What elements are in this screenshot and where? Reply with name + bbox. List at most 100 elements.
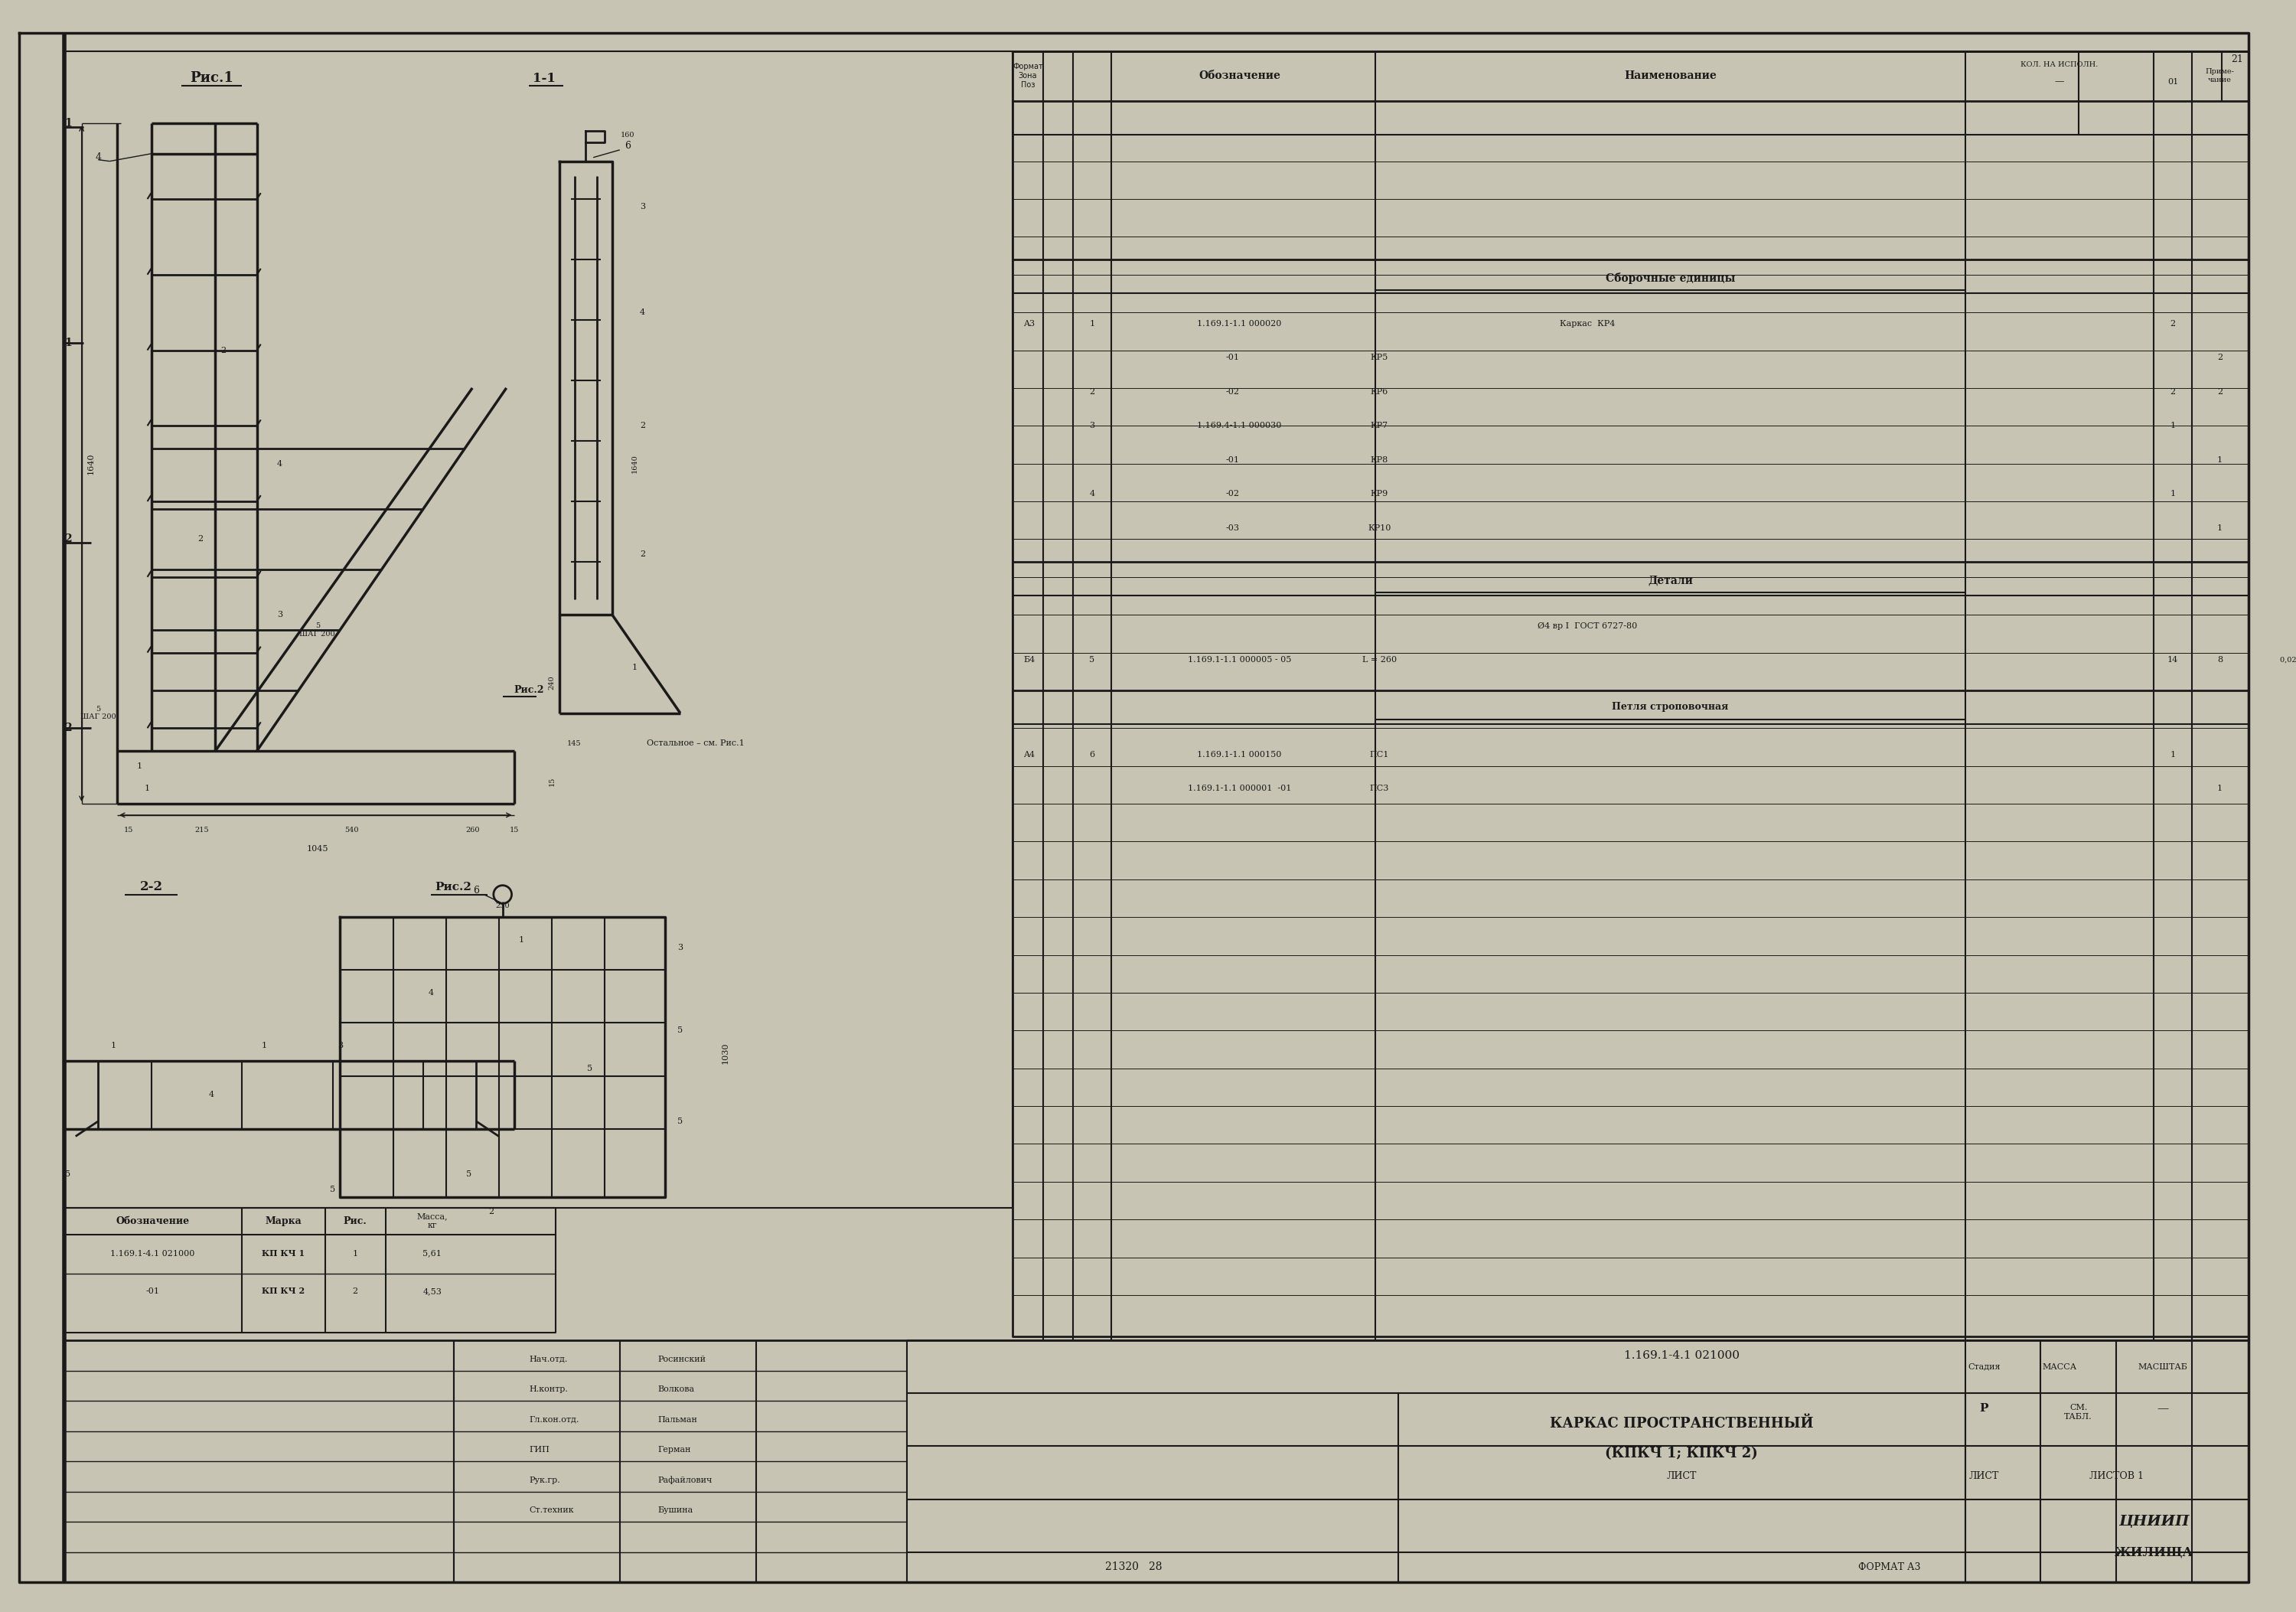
Text: Остальное – см. Рис.1: Остальное – см. Рис.1	[647, 740, 744, 746]
Text: Рук.гр.: Рук.гр.	[528, 1477, 560, 1485]
Text: КП КЧ 1: КП КЧ 1	[262, 1249, 305, 1257]
Text: 1: 1	[2218, 785, 2223, 793]
Text: 2: 2	[220, 347, 225, 355]
Text: 2: 2	[489, 1207, 494, 1215]
Text: 2: 2	[197, 535, 202, 543]
Text: 4: 4	[641, 308, 645, 316]
Text: Герман: Герман	[657, 1446, 691, 1454]
Text: 5: 5	[331, 1185, 335, 1193]
Text: Ст.техник: Ст.техник	[528, 1507, 574, 1514]
Text: 5: 5	[1088, 656, 1095, 664]
Text: 1030: 1030	[721, 1043, 730, 1064]
Text: A4: A4	[1024, 751, 1035, 758]
Text: 1: 1	[2170, 422, 2177, 430]
Text: 1045: 1045	[308, 845, 328, 853]
Text: 5: 5	[677, 1117, 682, 1125]
Text: Обозначение: Обозначение	[115, 1215, 191, 1227]
Text: -01: -01	[1226, 456, 1240, 464]
Text: -01: -01	[1226, 355, 1240, 361]
Text: —: —	[2158, 1402, 2170, 1414]
Text: 8: 8	[2218, 656, 2223, 664]
Text: 4: 4	[1088, 490, 1095, 498]
Text: 1640: 1640	[631, 455, 638, 472]
Text: Ø4 вр I  ГОСТ 6727-80: Ø4 вр I ГОСТ 6727-80	[1538, 622, 1637, 630]
Text: ГИП: ГИП	[528, 1446, 549, 1454]
Text: КОЛ. НА ИСПОЛН.: КОЛ. НА ИСПОЛН.	[2020, 61, 2099, 68]
Text: 1: 1	[354, 1249, 358, 1257]
Text: 5: 5	[64, 1170, 71, 1178]
Text: 6: 6	[473, 885, 480, 896]
Text: 3: 3	[641, 203, 645, 211]
Text: 1.169.1-1.1 000001  -01: 1.169.1-1.1 000001 -01	[1187, 785, 1290, 793]
Text: 1.169.1-4.1 021000: 1.169.1-4.1 021000	[1623, 1351, 1740, 1361]
Text: Рис.: Рис.	[344, 1215, 367, 1227]
Text: 160: 160	[620, 131, 634, 139]
Text: 540: 540	[344, 827, 358, 833]
Text: 2-2: 2-2	[140, 880, 163, 893]
Text: 4: 4	[278, 459, 282, 467]
Text: 2: 2	[2170, 319, 2177, 327]
Text: Рис.2: Рис.2	[514, 685, 544, 695]
Text: Б4: Б4	[1024, 656, 1035, 664]
Text: 15: 15	[510, 827, 519, 833]
Text: Рафайлович: Рафайлович	[657, 1477, 712, 1485]
Text: 4: 4	[209, 1091, 214, 1098]
Text: A3: A3	[1024, 319, 1035, 327]
Text: Бушина: Бушина	[657, 1507, 693, 1514]
Text: 1-1: 1-1	[533, 71, 556, 84]
Text: 1: 1	[262, 1041, 266, 1049]
Text: 21: 21	[2232, 55, 2243, 64]
Text: 5,61: 5,61	[422, 1249, 441, 1257]
Text: Петля строповочная: Петля строповочная	[1612, 701, 1729, 713]
Text: ЛИСТОВ 1: ЛИСТОВ 1	[2089, 1472, 2144, 1481]
Text: 5: 5	[466, 1170, 471, 1178]
Text: Детали: Детали	[1649, 575, 1692, 587]
Text: L = 260: L = 260	[1362, 656, 1396, 664]
Text: —: —	[2055, 77, 2064, 87]
Text: 2: 2	[64, 534, 71, 545]
Text: ПС1: ПС1	[1371, 751, 1389, 758]
Text: Стадия: Стадия	[1968, 1364, 2000, 1370]
Text: Сборочные единицы: Сборочные единицы	[1605, 272, 1736, 284]
Text: 1: 1	[2170, 490, 2177, 498]
Text: Рис.2: Рис.2	[436, 882, 471, 891]
Text: 230: 230	[496, 903, 510, 909]
Text: Формат
Зона
Поз: Формат Зона Поз	[1013, 63, 1042, 89]
Text: 4: 4	[427, 988, 434, 996]
Text: 1: 1	[2218, 456, 2223, 464]
Text: 1: 1	[145, 785, 149, 793]
Text: 1.169.1-1.1 000020: 1.169.1-1.1 000020	[1196, 319, 1281, 327]
Text: ЛИСТ: ЛИСТ	[1667, 1472, 1697, 1481]
Text: 3: 3	[278, 611, 282, 619]
Text: Гл.кон.отд.: Гл.кон.отд.	[528, 1415, 579, 1423]
Text: 2: 2	[2218, 388, 2223, 395]
Text: КР5: КР5	[1371, 355, 1389, 361]
Text: 6: 6	[625, 142, 631, 152]
Text: Каркас  КР4: Каркас КР4	[1559, 319, 1614, 327]
Text: 21320   28: 21320 28	[1104, 1562, 1162, 1573]
Text: 3: 3	[338, 1041, 342, 1049]
Text: 1.169.1-4.1 021000: 1.169.1-4.1 021000	[110, 1249, 195, 1257]
Text: КР9: КР9	[1371, 490, 1389, 498]
Text: Наименование: Наименование	[1623, 71, 1717, 81]
Text: Масса,
кг: Масса, кг	[418, 1212, 448, 1230]
Text: 1.169.1-1.1 000005 - 05: 1.169.1-1.1 000005 - 05	[1187, 656, 1290, 664]
Text: 3: 3	[1088, 422, 1095, 430]
Text: 1: 1	[631, 664, 638, 672]
Text: 1: 1	[64, 337, 71, 348]
Text: 1640: 1640	[87, 453, 94, 474]
Text: 15: 15	[549, 777, 556, 785]
Text: P: P	[1979, 1402, 1988, 1414]
Text: 3: 3	[677, 943, 682, 951]
Text: 5: 5	[588, 1064, 592, 1072]
Text: 5
ШАГ 200: 5 ШАГ 200	[298, 622, 335, 637]
Text: 2: 2	[641, 422, 645, 430]
Text: 2: 2	[2218, 355, 2223, 361]
Text: 2: 2	[354, 1288, 358, 1294]
Text: КР7: КР7	[1371, 422, 1389, 430]
Text: МАСШТАБ: МАСШТАБ	[2138, 1364, 2188, 1370]
Text: 01: 01	[2167, 77, 2179, 85]
Text: 1.169.1-1.1 000150: 1.169.1-1.1 000150	[1196, 751, 1281, 758]
Text: 4: 4	[94, 153, 101, 163]
Text: ЦНИИП: ЦНИИП	[2119, 1515, 2190, 1528]
